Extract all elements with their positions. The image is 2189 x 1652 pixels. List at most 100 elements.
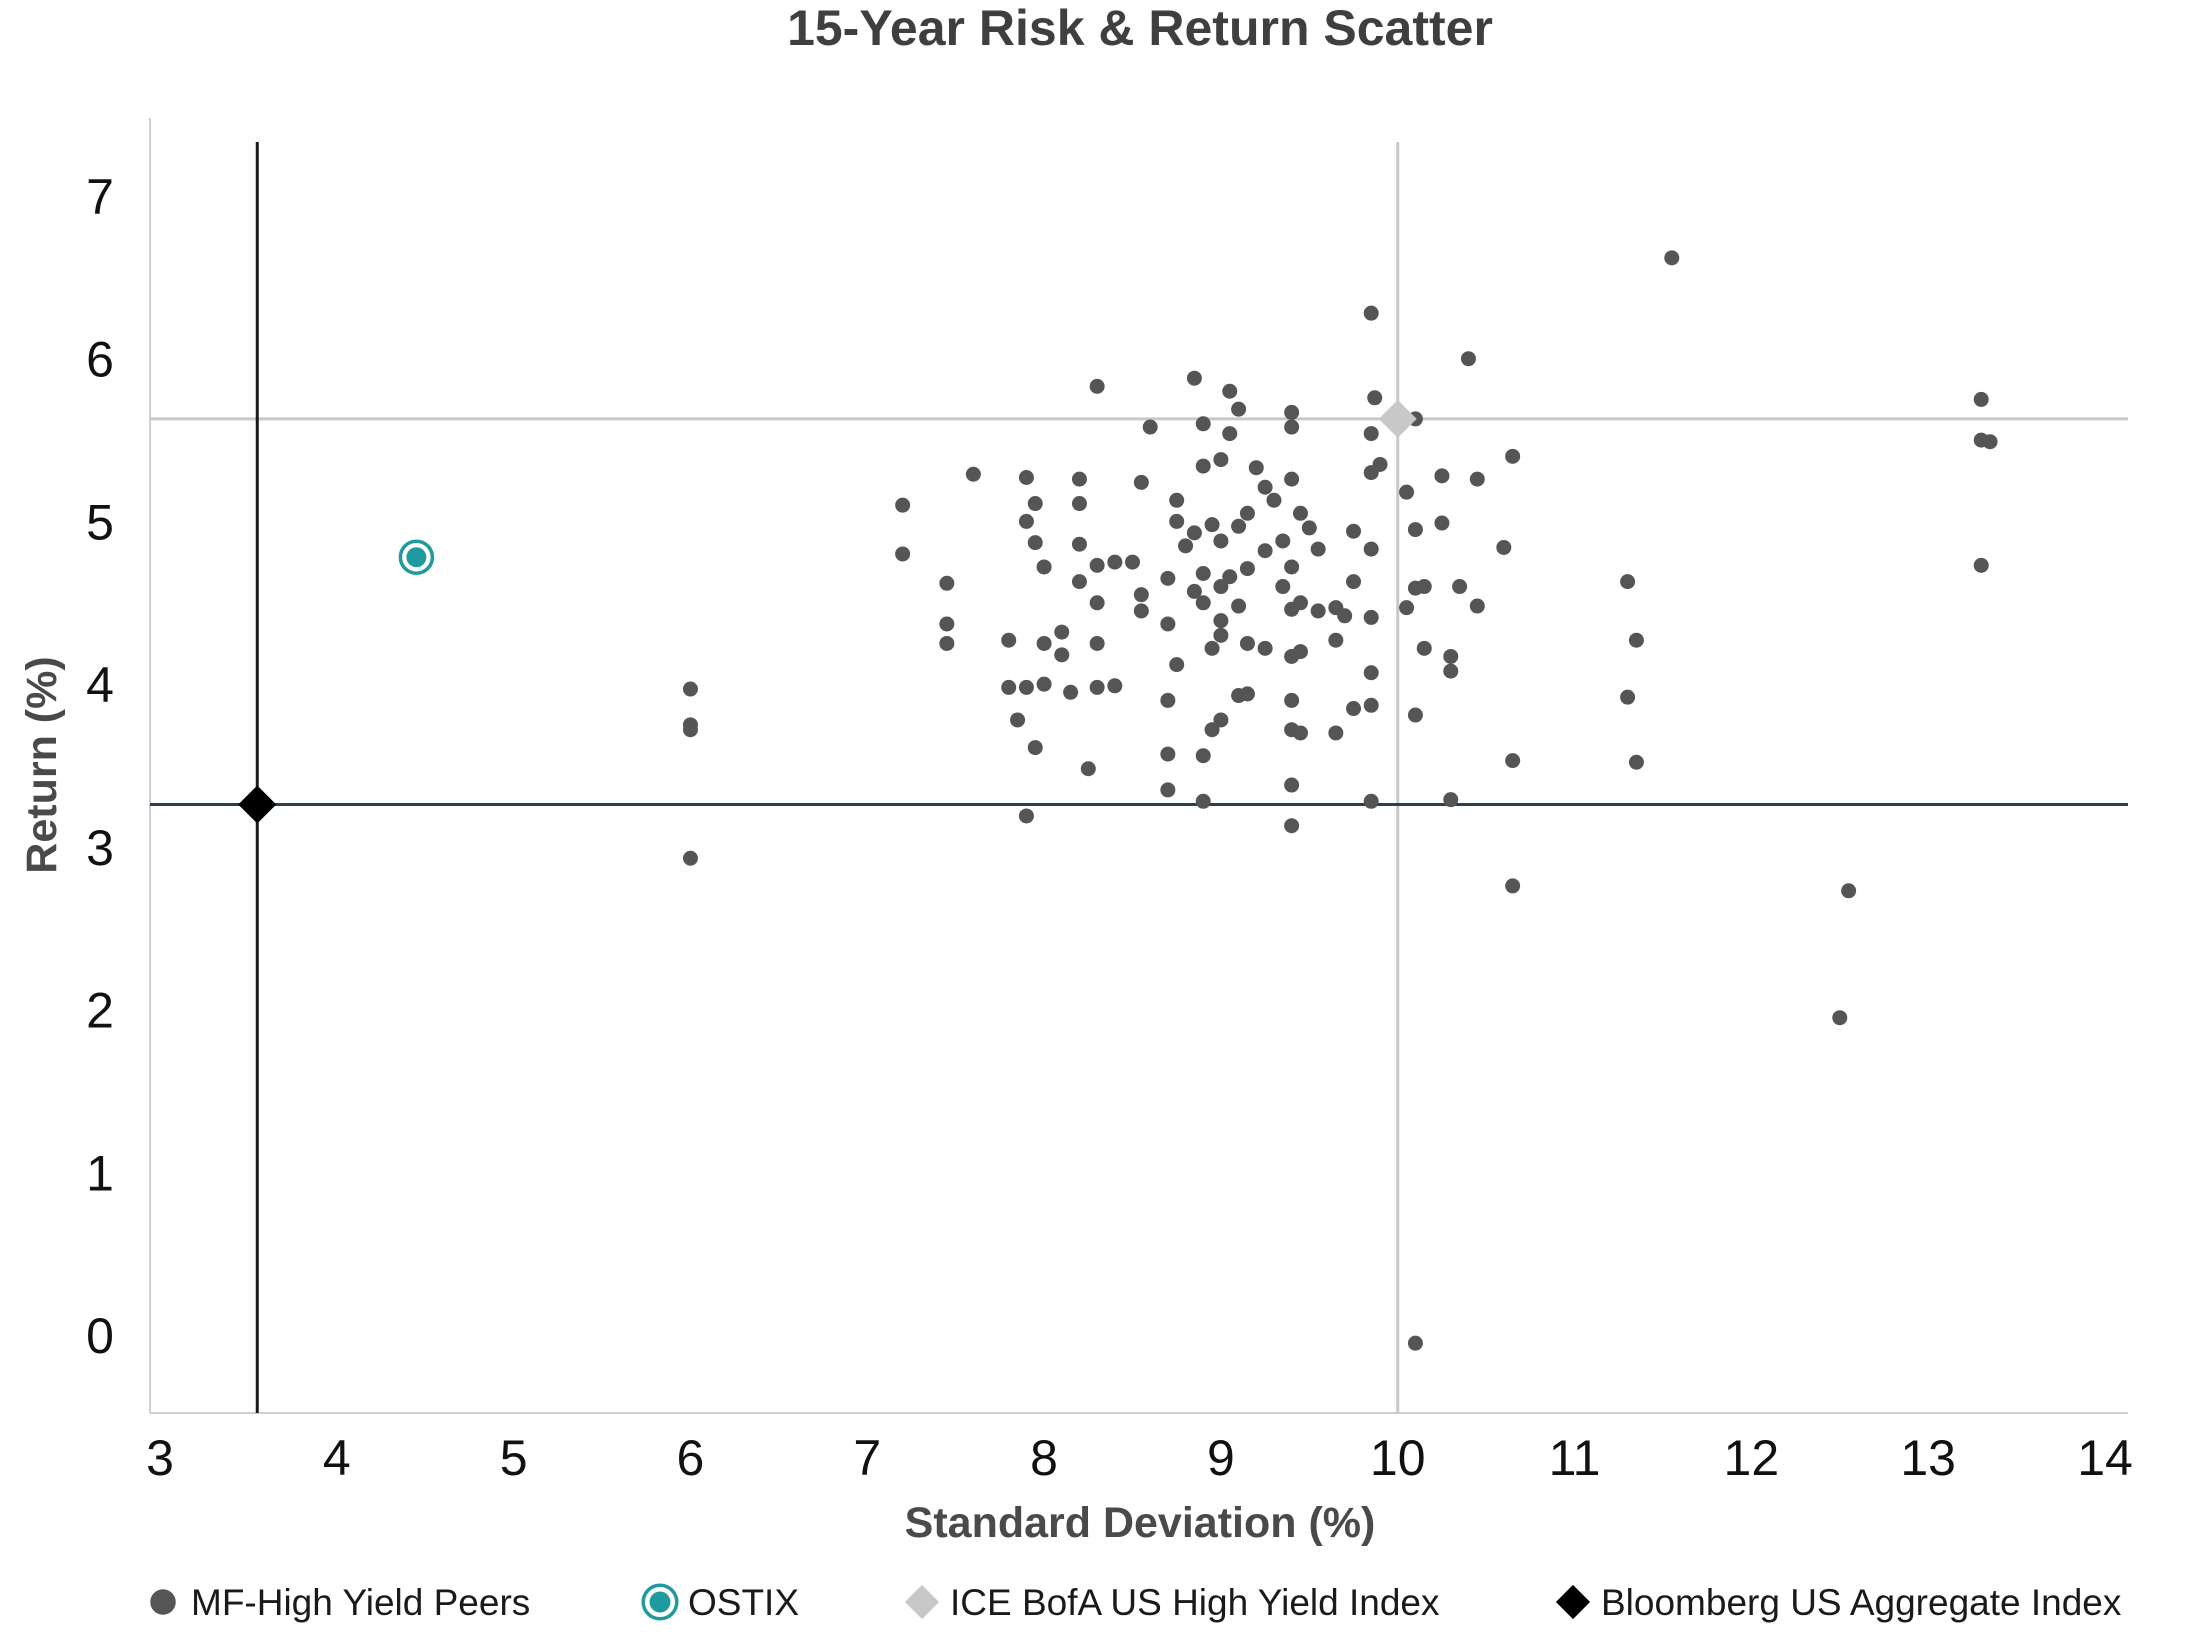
point-mf-high-yield-peers <box>1018 513 1034 529</box>
point-mf-high-yield-peers <box>1213 579 1229 595</box>
point-mf-high-yield-peers <box>1231 598 1247 614</box>
point-mf-high-yield-peers <box>1018 808 1034 824</box>
point-mf-high-yield-peers <box>1133 603 1149 619</box>
point-mf-high-yield-peers <box>1204 722 1220 738</box>
point-mf-high-yield-peers <box>1257 479 1273 495</box>
legend-marker-bloomberg-us-aggregate-index <box>1555 1584 1591 1620</box>
point-mf-high-yield-peers <box>1628 754 1644 770</box>
plot-area <box>149 118 2128 1414</box>
point-mf-high-yield-peers <box>1142 419 1158 435</box>
legend-marker-ostix-dot <box>649 1591 671 1613</box>
point-mf-high-yield-peers <box>1239 561 1255 577</box>
point-mf-high-yield-peers <box>1231 401 1247 417</box>
point-mf-high-yield-peers <box>1346 574 1362 590</box>
point-mf-high-yield-peers <box>1620 689 1636 705</box>
point-mf-high-yield-peers <box>1063 684 1079 700</box>
point-ostix <box>398 539 435 575</box>
x-tick-label: 8 <box>1030 1430 1058 1486</box>
point-mf-high-yield-peers <box>1186 370 1202 386</box>
y-tick-label: 5 <box>86 494 114 550</box>
point-mf-high-yield-peers <box>1284 419 1300 435</box>
point-mf-high-yield-peers <box>1080 761 1096 777</box>
x-tick-label: 12 <box>1724 1430 1780 1486</box>
point-mf-high-yield-peers <box>1416 640 1432 656</box>
y-tick-label: 3 <box>86 820 114 876</box>
point-mf-high-yield-peers <box>1071 574 1087 590</box>
point-mf-high-yield-peers <box>1010 712 1026 728</box>
point-mf-high-yield-peers <box>1469 471 1485 487</box>
point-mf-high-yield-peers <box>1257 543 1273 559</box>
point-mf-high-yield-peers <box>1363 793 1379 809</box>
point-mf-high-yield-peers <box>1213 533 1229 549</box>
y-tick-label: 7 <box>86 169 114 225</box>
point-mf-high-yield-peers <box>1443 663 1459 679</box>
data-points <box>238 250 1998 1351</box>
point-mf-high-yield-peers <box>682 681 698 697</box>
point-mf-high-yield-peers <box>1973 557 1989 573</box>
point-mf-high-yield-peers <box>1284 692 1300 708</box>
x-tick-label: 9 <box>1207 1430 1235 1486</box>
point-mf-high-yield-peers <box>1257 640 1273 656</box>
point-mf-high-yield-peers <box>1505 448 1521 464</box>
point-mf-high-yield-peers <box>1434 515 1450 531</box>
point-mf-high-yield-peers <box>1363 541 1379 557</box>
point-mf-high-yield-peers <box>1213 627 1229 643</box>
point-mf-high-yield-peers <box>1160 616 1176 632</box>
point-mf-high-yield-peers <box>1452 579 1468 595</box>
x-tick-label: 3 <box>146 1430 174 1486</box>
x-tick-labels: 3 4 5 6 7 8 9 10 11 12 13 14 <box>146 1430 2133 1486</box>
point-mf-high-yield-peers <box>1399 484 1415 500</box>
point-mf-high-yield-peers <box>1443 792 1459 808</box>
point-mf-high-yield-peers <box>1363 426 1379 442</box>
point-mf-high-yield-peers <box>1496 539 1512 555</box>
point-mf-high-yield-peers <box>1036 559 1052 575</box>
legend-item-mf-high-yield-peers: MF-High Yield Peers <box>150 1582 530 1623</box>
point-mf-high-yield-peers <box>1027 496 1043 512</box>
y-tick-label: 1 <box>86 1145 114 1201</box>
point-mf-high-yield-peers <box>1363 305 1379 321</box>
legend-item-ostix: OSTIX <box>641 1582 799 1623</box>
point-mf-high-yield-peers <box>1222 569 1238 585</box>
y-tick-label: 4 <box>86 657 114 713</box>
point-mf-high-yield-peers <box>1036 635 1052 651</box>
point-mf-high-yield-peers <box>1239 686 1255 702</box>
point-mf-high-yield-peers <box>1310 603 1326 619</box>
point-mf-high-yield-peers <box>1222 426 1238 442</box>
x-tick-label: 7 <box>853 1430 881 1486</box>
point-mf-high-yield-peers <box>1213 712 1229 728</box>
x-axis-label: Standard Deviation (%) <box>905 1499 1376 1547</box>
point-mf-high-yield-peers <box>1505 878 1521 894</box>
legend-item-bloomberg-us-aggregate-index: Bloomberg US Aggregate Index <box>1555 1582 2122 1623</box>
x-tick-label: 5 <box>500 1430 528 1486</box>
point-mf-high-yield-peers <box>1346 701 1362 717</box>
point-mf-high-yield-peers <box>1266 492 1282 508</box>
point-mf-high-yield-peers <box>895 497 911 513</box>
point-mf-high-yield-peers <box>1284 777 1300 793</box>
point-mf-high-yield-peers <box>1275 579 1291 595</box>
point-mf-high-yield-peers <box>1399 600 1415 616</box>
point-mf-high-yield-peers <box>1089 635 1105 651</box>
point-mf-high-yield-peers <box>1337 608 1353 624</box>
point-mf-high-yield-peers <box>1169 513 1185 529</box>
point-mf-high-yield-peers <box>1310 541 1326 557</box>
point-mf-high-yield-peers <box>1027 740 1043 756</box>
point-mf-high-yield-peers <box>1284 404 1300 420</box>
reference-lines <box>150 142 2128 1413</box>
point-mf-high-yield-peers <box>1160 692 1176 708</box>
point-mf-high-yield-peers <box>1071 471 1087 487</box>
point-mf-high-yield-peers <box>1160 746 1176 762</box>
point-mf-high-yield-peers <box>1169 657 1185 673</box>
point-mf-high-yield-peers <box>1460 351 1476 367</box>
point-mf-high-yield-peers <box>1204 640 1220 656</box>
point-mf-high-yield-peers <box>1089 557 1105 573</box>
legend-marker-ice-bofa-us-high-yield-index <box>904 1584 940 1620</box>
point-mf-high-yield-peers <box>1664 250 1680 266</box>
point-mf-high-yield-peers <box>1505 753 1521 769</box>
legend-label: Bloomberg US Aggregate Index <box>1601 1582 2122 1623</box>
point-mf-high-yield-peers <box>1027 535 1043 551</box>
legend-label: MF-High Yield Peers <box>191 1582 530 1623</box>
x-tick-label: 13 <box>1900 1430 1956 1486</box>
point-mf-high-yield-peers <box>1213 613 1229 629</box>
point-mf-high-yield-peers <box>1195 565 1211 581</box>
point-mf-high-yield-peers <box>1328 632 1344 648</box>
